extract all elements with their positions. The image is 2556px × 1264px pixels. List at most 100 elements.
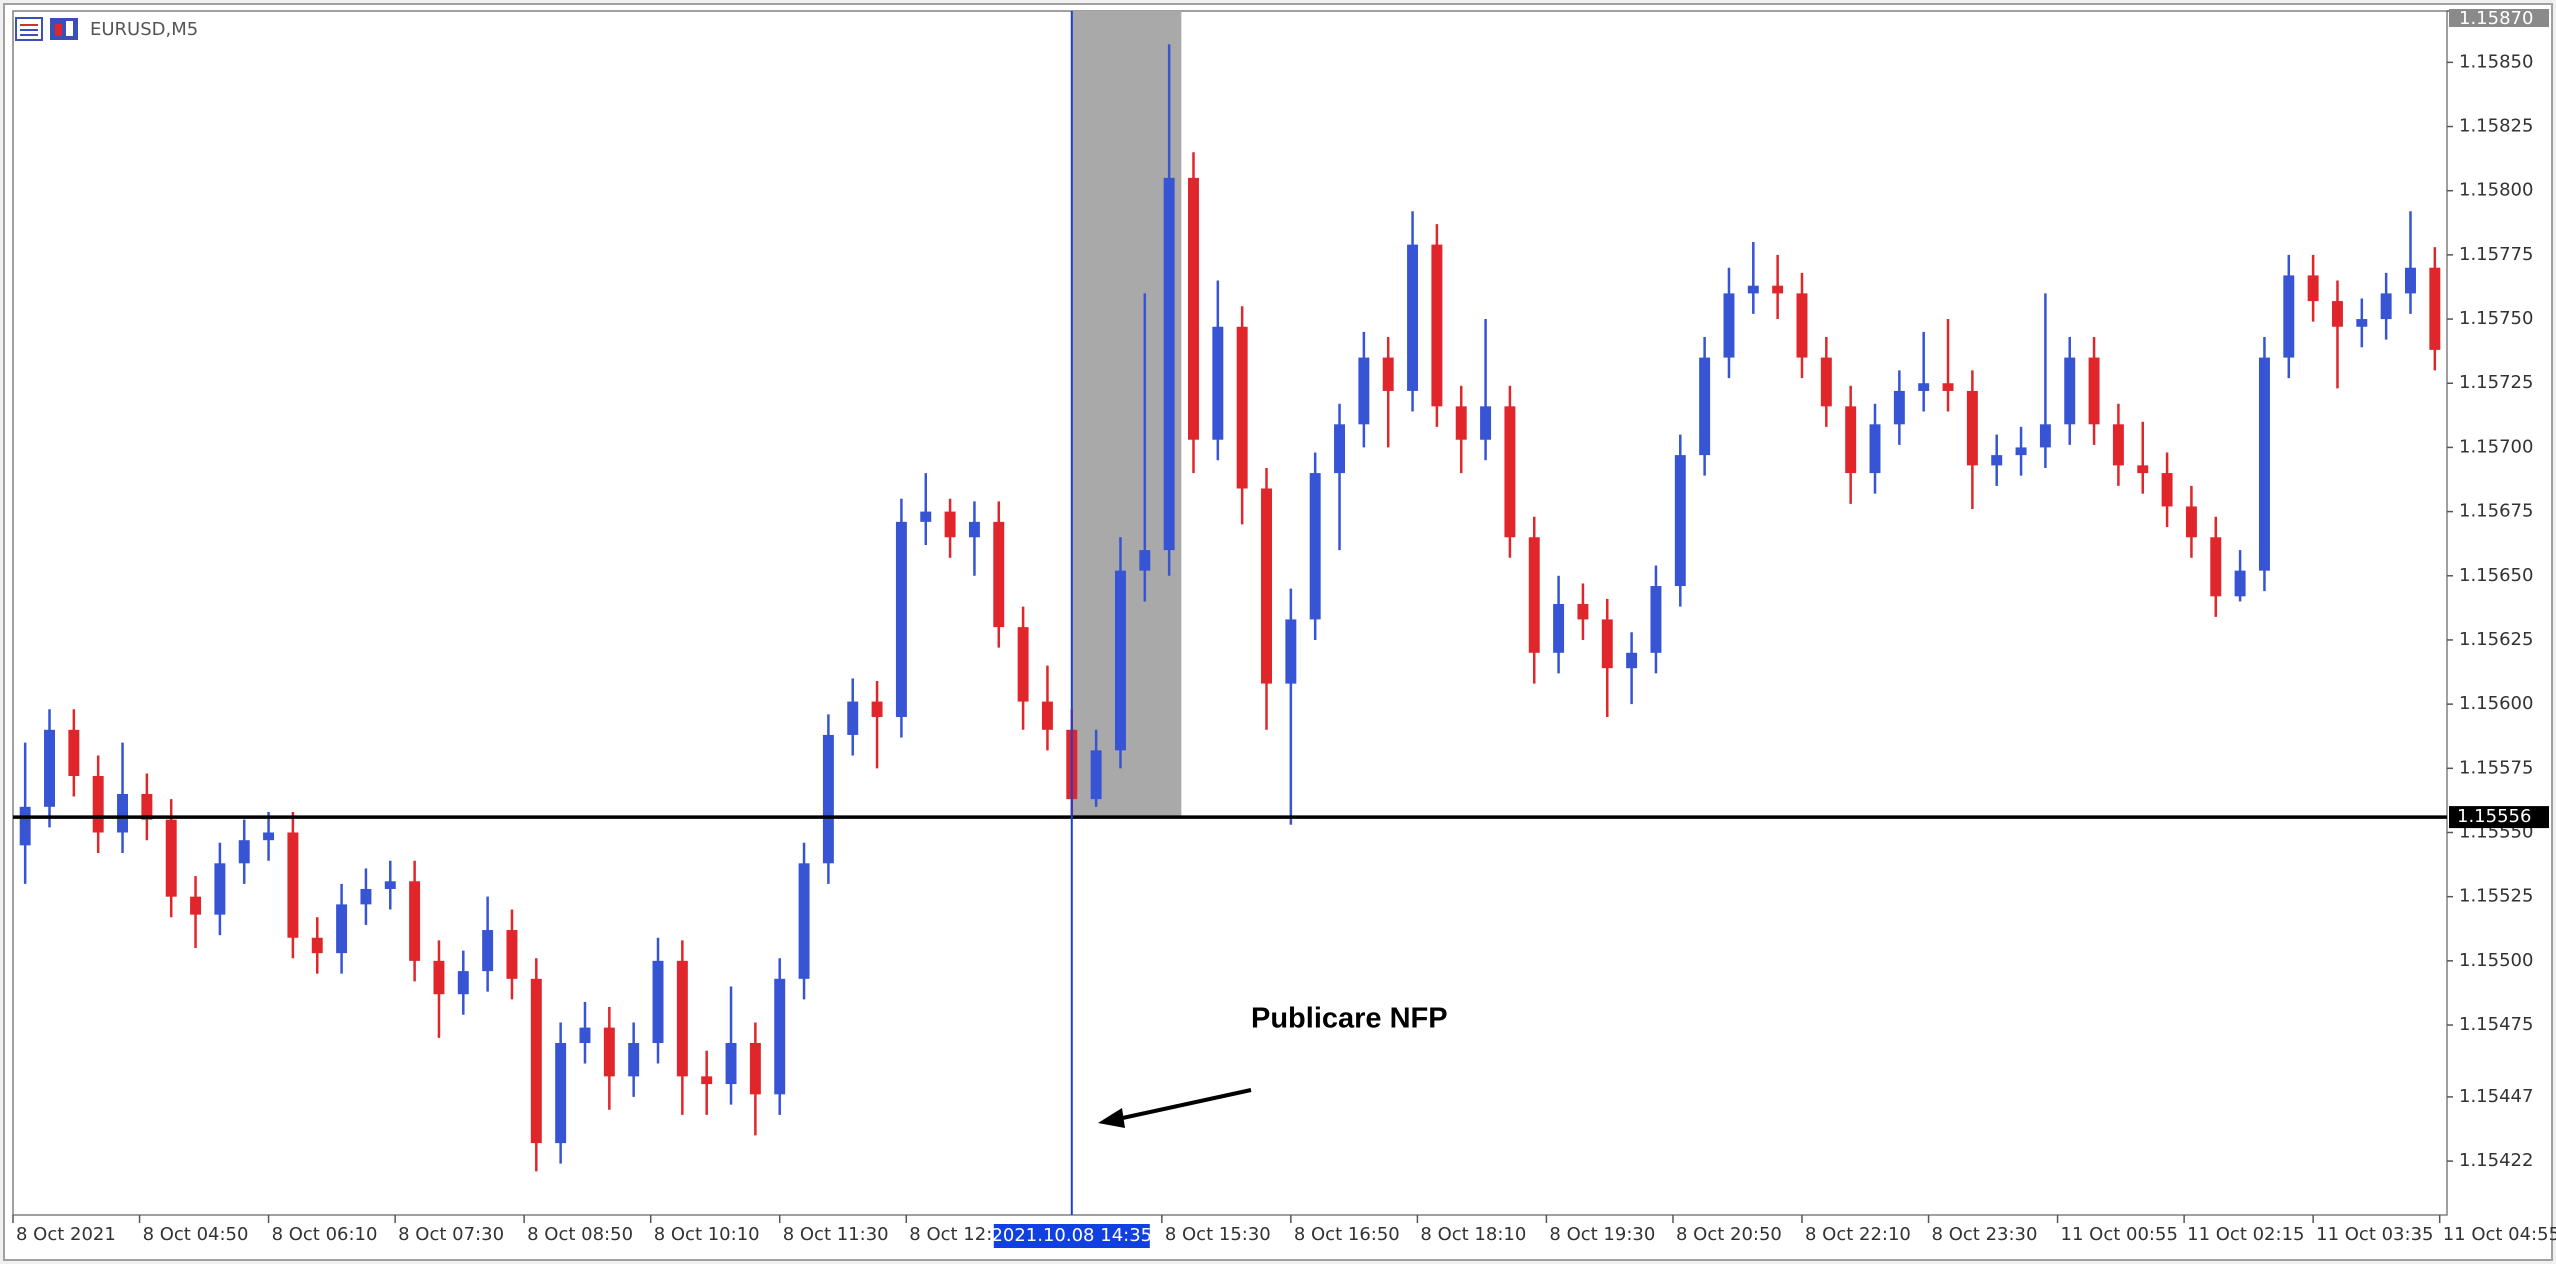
candle-body (822, 734, 834, 864)
x-tick-label: 11 Oct 04:55 (2443, 1224, 2556, 1245)
y-tick-label: 1.15800 (2459, 180, 2533, 201)
candle-body (2210, 537, 2222, 597)
candle-body (44, 729, 55, 807)
candle-body (2112, 424, 2124, 466)
candle-body (1139, 550, 1151, 571)
y-tick-label: 1.15600 (2459, 693, 2533, 714)
x-tick-label: 8 Oct 23:30 (1932, 1224, 2038, 1245)
candle-body (117, 793, 129, 833)
candle-body (2258, 357, 2270, 571)
candle-body (1553, 604, 1565, 653)
candle-body (1261, 488, 1272, 684)
x-tick-label: 8 Oct 11:30 (783, 1224, 889, 1245)
candle-body (920, 511, 932, 522)
candle-body (1772, 285, 1784, 294)
candle-body (1577, 604, 1589, 620)
x-tick-label: 8 Oct 12:50 (909, 1224, 1015, 1245)
candle-body (360, 888, 372, 905)
y-tick-label: 1.15447 (2459, 1086, 2533, 1107)
candle-body (725, 1043, 737, 1085)
x-tick-label: 8 Oct 10:10 (654, 1224, 760, 1245)
plot-area (12, 10, 2448, 1216)
candle-body (165, 819, 177, 897)
candle-body (287, 832, 299, 938)
candle-body (2380, 293, 2392, 320)
y-tick-label: 1.15725 (2459, 372, 2533, 393)
x-tick-label: 8 Oct 06:10 (272, 1224, 378, 1245)
highlight-zone (1071, 11, 1182, 818)
candle-body (19, 806, 31, 846)
candle-body (847, 701, 859, 735)
candle-body (482, 930, 494, 972)
candle-body (92, 776, 104, 833)
candle-body (1942, 383, 1954, 391)
candle-body (1820, 357, 1832, 407)
x-tick-label: 8 Oct 04:50 (143, 1224, 249, 1245)
candle-body (1504, 406, 1516, 538)
candle-body (1480, 406, 1492, 440)
candle-body (1382, 357, 1394, 391)
cursor-label: 2021.10.08 14:35 (991, 1225, 1152, 1246)
candle-body (1431, 244, 1443, 407)
candle-body (336, 904, 348, 954)
candle-body (2088, 357, 2100, 425)
candle-body (2307, 275, 2319, 302)
candle-body (1188, 177, 1199, 440)
y-tick-label: 1.15850 (2459, 51, 2533, 72)
candle-body (749, 1043, 761, 1095)
candle-body (1334, 424, 1346, 474)
candle-body (2234, 570, 2246, 597)
candle-body (311, 937, 323, 954)
x-tick-label: 8 Oct 19:30 (1549, 1224, 1655, 1245)
chart-title: EURUSD,M5 (90, 19, 198, 40)
candle-body (871, 701, 883, 717)
candle-body (457, 971, 469, 995)
candle-body (798, 863, 810, 979)
candle-body (603, 1027, 615, 1077)
x-tick-label: 8 Oct 16:50 (1294, 1224, 1400, 1245)
candle-body (1723, 293, 1735, 358)
candle-body (652, 960, 664, 1043)
candle-body (190, 896, 202, 915)
y-tick-label: 1.15500 (2459, 950, 2533, 971)
cursor-label-box (993, 1224, 1150, 1248)
candle-body (701, 1076, 713, 1085)
y-tick-label: 1.15650 (2459, 565, 2533, 586)
candle-body (1017, 627, 1029, 702)
x-tick-label: 8 Oct 2021 (16, 1224, 116, 1245)
candle-body (1407, 244, 1419, 391)
y-tick-label: 1.15700 (2459, 436, 2533, 457)
candle-body (506, 930, 518, 979)
candle-body (1528, 537, 1540, 653)
candle-body (141, 793, 153, 820)
candle-body (1893, 390, 1905, 425)
x-tick-label: 8 Oct 07:30 (398, 1224, 504, 1245)
x-tick-label: 11 Oct 00:55 (2061, 1224, 2178, 1245)
annotation: Publicare NFP (1251, 1003, 1448, 1035)
y-tick-label: 1.15675 (2459, 501, 2533, 522)
candle-body (555, 1043, 567, 1144)
x-tick-label: 8 Oct 08:50 (527, 1224, 633, 1245)
x-tick-label: 8 Oct 18:10 (1420, 1224, 1526, 1245)
candle-body (238, 840, 250, 864)
candle-body (2161, 473, 2173, 507)
candle-body (1869, 424, 1881, 474)
candle-body (530, 978, 542, 1144)
candle-body (409, 881, 421, 961)
candle-body (2039, 424, 2051, 448)
candle-body (1163, 177, 1175, 551)
y-tick-label: 1.15422 (2459, 1150, 2533, 1171)
y-tick-label: 1.15475 (2459, 1014, 2533, 1035)
annotation-arrow (1098, 1088, 1252, 1128)
candle-body (1991, 455, 2003, 466)
candle-body (384, 881, 396, 889)
x-tick-label: 8 Oct 15:30 (1165, 1224, 1271, 1245)
candle-body (1699, 357, 1711, 456)
candle-body (263, 832, 275, 841)
candle-body (968, 521, 980, 538)
candle-body (1309, 473, 1321, 620)
candle-body (1796, 293, 1808, 358)
y-tick-label: 1.15750 (2459, 308, 2533, 329)
y-tick-label: 1.15775 (2459, 244, 2533, 265)
